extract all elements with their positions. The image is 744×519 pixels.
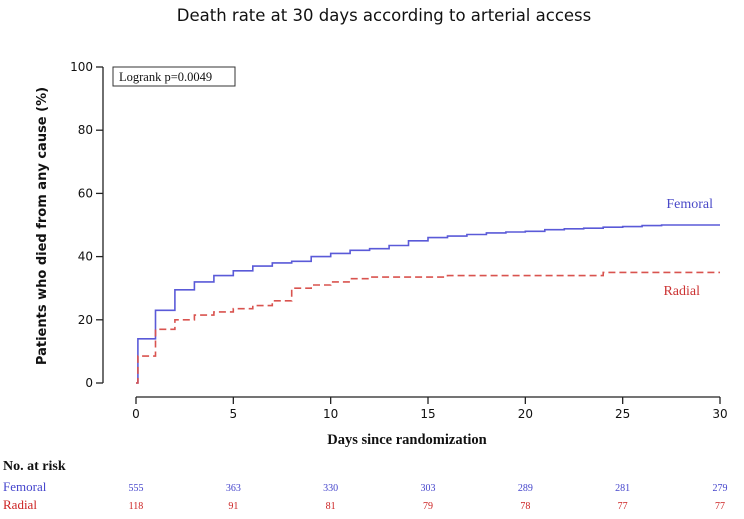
x-tick-label: 10 bbox=[323, 407, 338, 421]
x-axis-label: Days since randomization bbox=[327, 432, 487, 448]
risk-table-title: No. at risk bbox=[3, 459, 66, 474]
y-tick-label: 80 bbox=[78, 123, 93, 137]
risk-value: 118 bbox=[129, 501, 144, 512]
risk-value: 555 bbox=[129, 483, 144, 494]
risk-value: 330 bbox=[323, 483, 338, 494]
x-tick-label: 5 bbox=[230, 407, 238, 421]
risk-value: 303 bbox=[421, 483, 436, 494]
risk-value: 79 bbox=[423, 501, 433, 512]
risk-value: 289 bbox=[518, 483, 533, 494]
y-tick-label: 0 bbox=[85, 376, 93, 390]
risk-values: 555 363 330 303 289 281 279 118 91 81 79 78 77 77 bbox=[129, 483, 728, 512]
logrank-box bbox=[112, 66, 236, 87]
risk-value: 81 bbox=[326, 501, 336, 512]
risk-value: 281 bbox=[615, 483, 630, 494]
x-tick-label: 0 bbox=[132, 407, 140, 421]
chart-title: Death rate at 30 days according to arter… bbox=[177, 6, 591, 25]
series-label-femoral: Femoral bbox=[666, 197, 713, 212]
series-line-radial bbox=[136, 271, 720, 384]
logrank-annotation: Logrank p=0.0049 bbox=[119, 70, 212, 84]
y-tick-label: 100 bbox=[70, 60, 93, 74]
risk-value: 279 bbox=[713, 483, 728, 494]
y-tick-label: 40 bbox=[78, 250, 93, 264]
series-lines bbox=[136, 224, 720, 384]
x-tick-label: 25 bbox=[615, 407, 630, 421]
y-tick-label: 60 bbox=[78, 186, 93, 200]
x-tick-labels: 0 5 10 15 20 25 30 bbox=[132, 407, 727, 421]
axes bbox=[96, 66, 721, 404]
series-label-radial: Radial bbox=[663, 284, 700, 299]
risk-value: 77 bbox=[618, 501, 628, 512]
risk-value: 78 bbox=[520, 501, 530, 512]
risk-value: 363 bbox=[226, 483, 241, 494]
y-axis-label: Patients who died from any cause (%) bbox=[35, 87, 50, 365]
risk-row-femoral-label: Femoral bbox=[3, 479, 47, 494]
y-tick-labels: 0 20 40 60 80 100 bbox=[70, 60, 93, 390]
series-line-femoral bbox=[136, 224, 720, 384]
x-tick-label: 30 bbox=[712, 407, 727, 421]
x-tick-label: 20 bbox=[518, 407, 533, 421]
risk-row-radial-label: Radial bbox=[3, 497, 37, 512]
y-tick-label: 20 bbox=[78, 313, 93, 327]
risk-value: 91 bbox=[228, 501, 238, 512]
x-tick-label: 15 bbox=[420, 407, 435, 421]
risk-value: 77 bbox=[715, 501, 725, 512]
